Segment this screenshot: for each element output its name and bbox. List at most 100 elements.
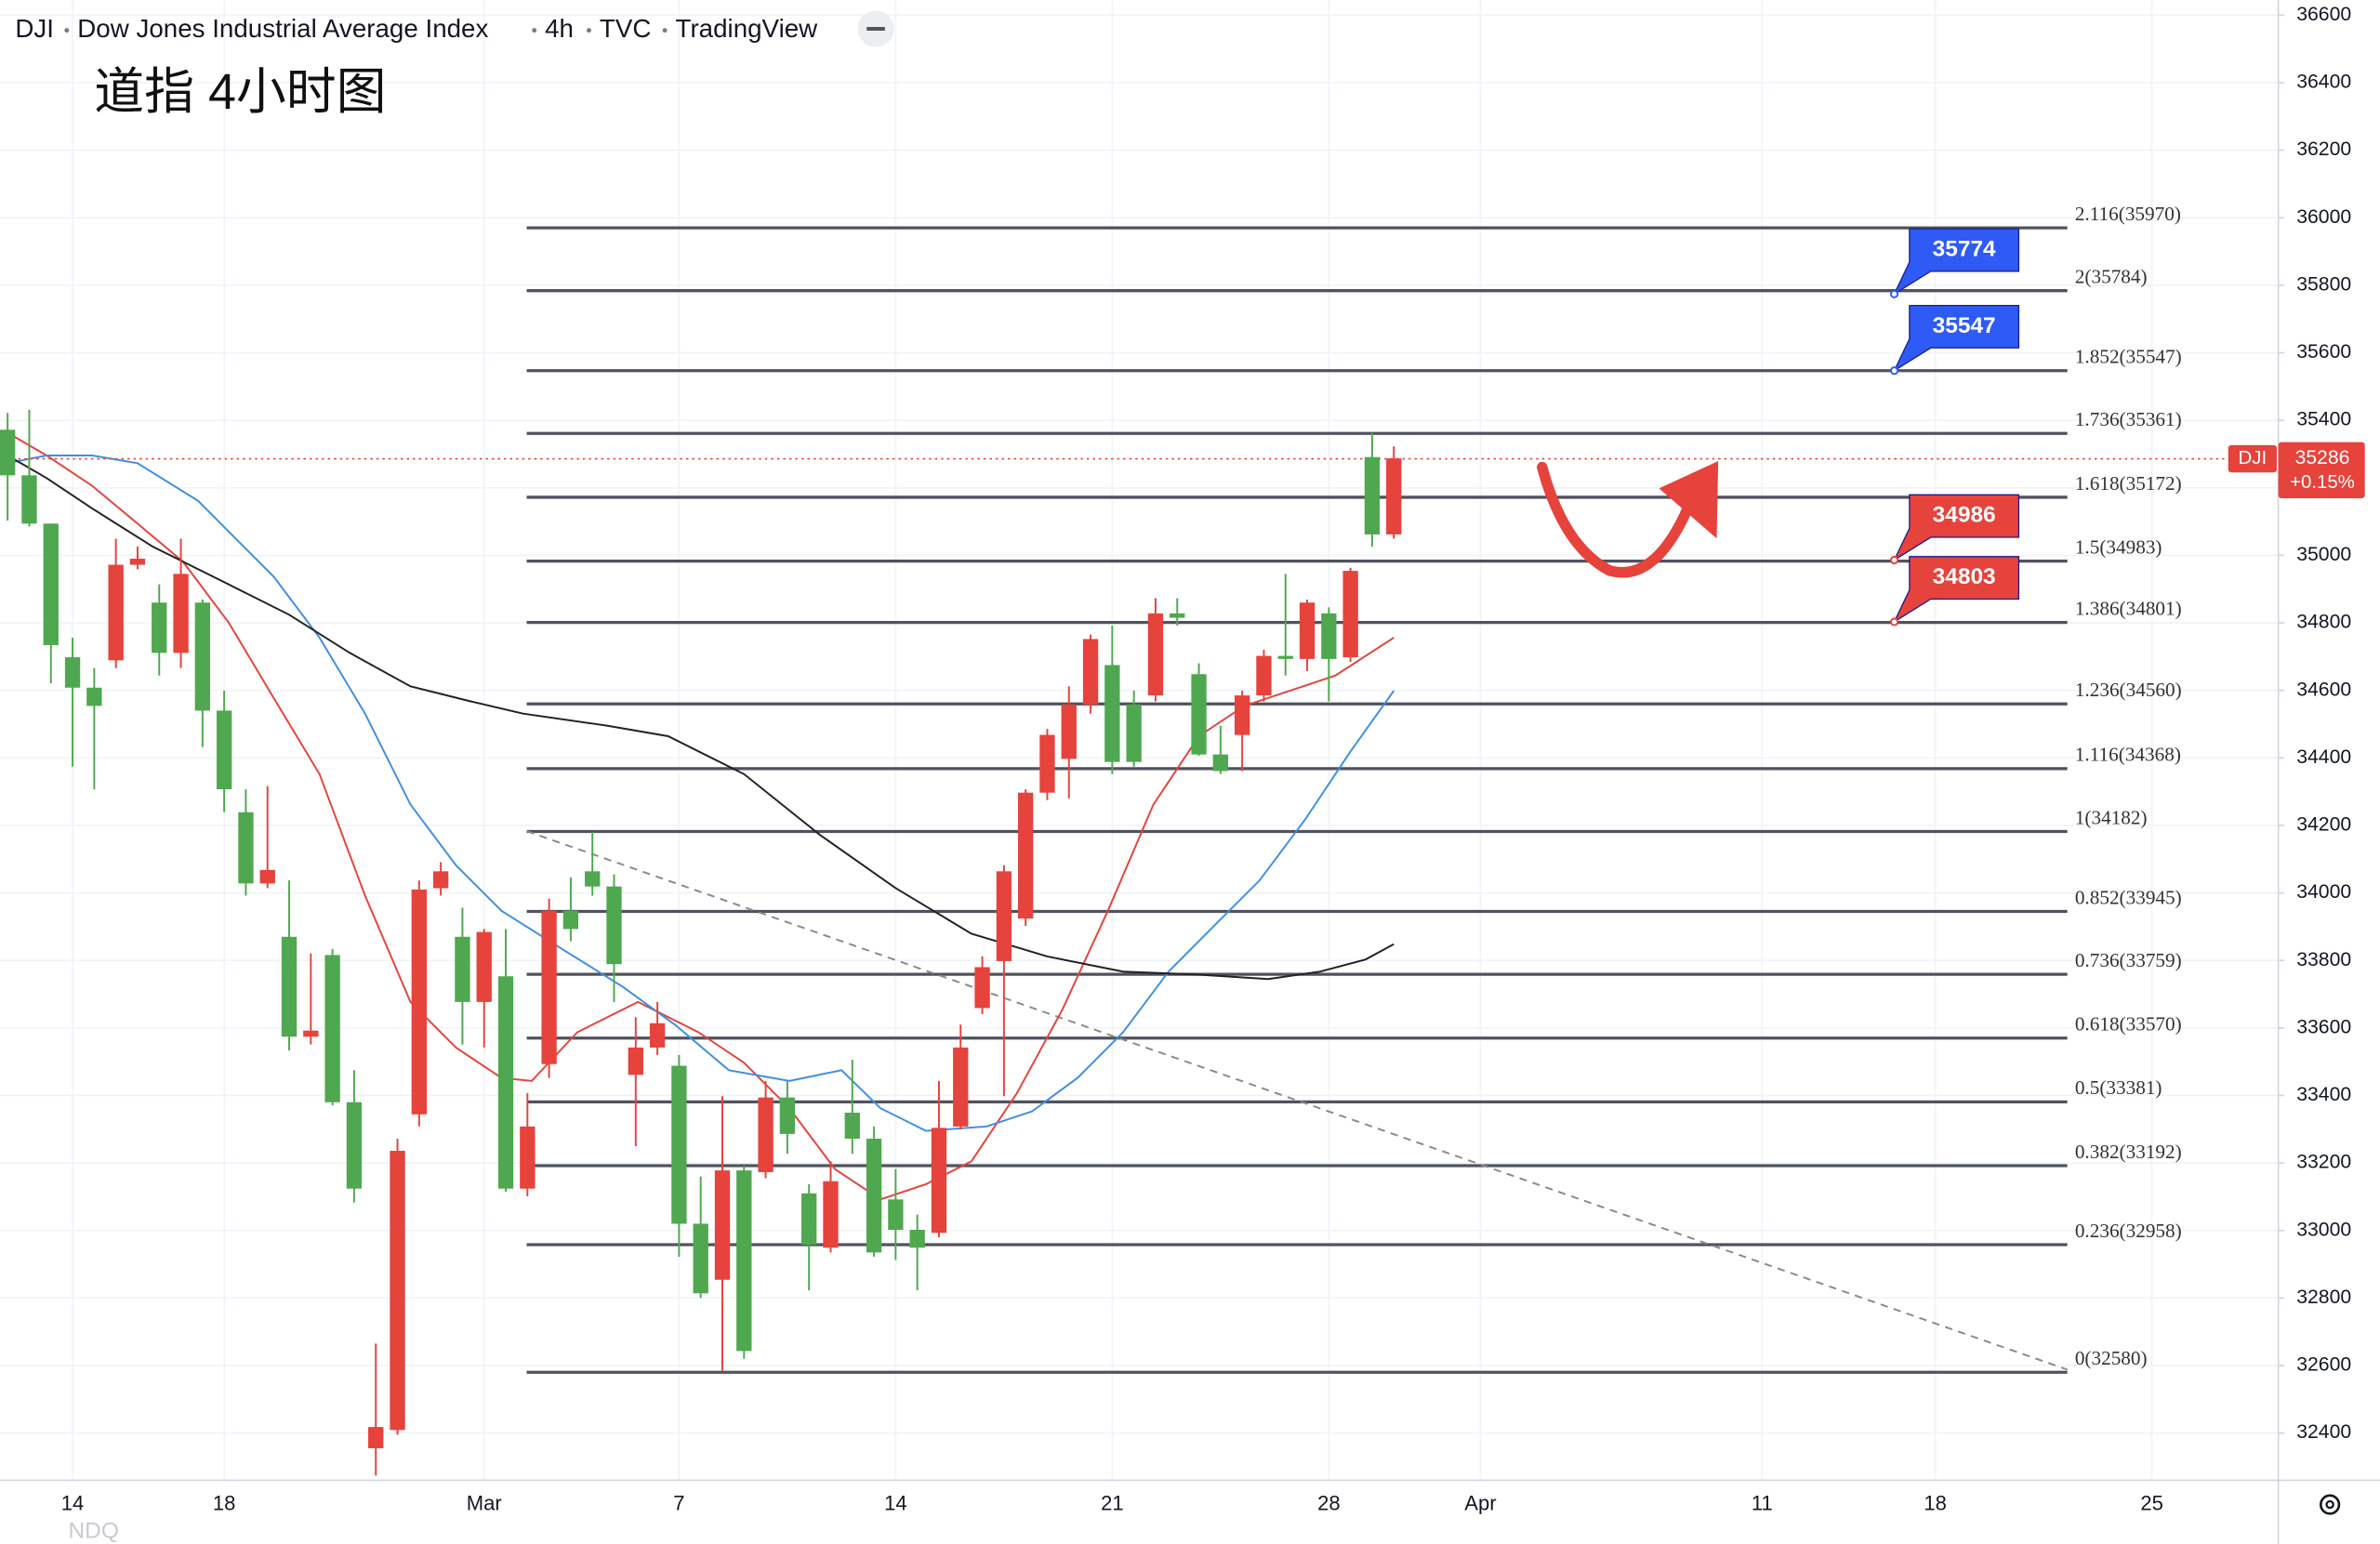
candle-body	[238, 812, 254, 884]
candle-body	[866, 1138, 882, 1253]
y-tick-label: 33800	[2296, 949, 2351, 970]
candle-body	[888, 1199, 904, 1231]
candle-body	[1126, 704, 1142, 762]
candle-body	[129, 559, 146, 565]
candle-body	[1061, 704, 1077, 759]
candle-body	[541, 910, 557, 1064]
candles	[0, 409, 1402, 1476]
candle-body	[1191, 674, 1207, 755]
callout-box	[1892, 228, 2020, 297]
callout-anchor	[1889, 555, 1899, 565]
candle-body	[974, 967, 990, 1009]
y-tick-label: 34600	[2296, 679, 2351, 700]
fib-label: 0.236(32958)	[2075, 1220, 2182, 1242]
candle-body	[43, 523, 59, 646]
separator	[64, 28, 70, 33]
fib-label: 1.852(35547)	[2075, 346, 2182, 368]
fib-label: 2.116(35970)	[2075, 203, 2181, 225]
callout-label: 34803	[1933, 564, 1996, 589]
symbol-name: Dow Jones Industrial Average Index	[77, 14, 488, 43]
candle-body	[1039, 734, 1055, 793]
candle-body	[497, 976, 514, 1189]
candle-body	[303, 1030, 319, 1037]
y-tick-label: 35800	[2296, 273, 2351, 295]
candle-body	[714, 1170, 731, 1280]
last-symbol-box	[2228, 444, 2277, 473]
candle-body	[1018, 792, 1034, 919]
fib-retracement: 2.116(35970) 2(35784) 1.852(35547) 1.736(35…	[526, 203, 2182, 1374]
candle-body	[1256, 655, 1272, 696]
exchange: TVC	[600, 14, 652, 43]
candle-body	[324, 955, 340, 1102]
x-tick-label: 25	[2140, 1491, 2163, 1514]
fib-label: 1.236(34560)	[2075, 679, 2182, 701]
y-tick-label: 35600	[2296, 341, 2351, 363]
y-tick-label: 36000	[2296, 206, 2351, 228]
gear-hub[interactable]	[2325, 1499, 2334, 1510]
symbol: DJI	[15, 14, 54, 43]
fib-label: 1.5(34983)	[2075, 535, 2162, 558]
candle-body	[1364, 456, 1381, 534]
x-tick-label: 14	[61, 1491, 85, 1514]
y-tick-label: 34800	[2296, 612, 2351, 633]
arrow-head	[1659, 461, 1719, 539]
ma-line	[7, 454, 1395, 1132]
candle-body	[562, 910, 579, 930]
candle-body	[1170, 613, 1185, 618]
x-tick-label: 18	[1924, 1491, 1947, 1514]
candle-body	[64, 657, 81, 688]
moving-averages	[0, 431, 2228, 1201]
x-tick-label: 14	[884, 1491, 907, 1514]
last-change: +0.15%	[2290, 472, 2355, 493]
callout-label: 35774	[1933, 236, 1996, 261]
gear[interactable]	[2320, 1494, 2341, 1515]
candle-body	[108, 564, 124, 661]
ma-line	[7, 455, 1395, 981]
compare-symbol: NDQ	[68, 1518, 118, 1543]
candle-body	[931, 1128, 947, 1234]
candle-body	[1386, 458, 1402, 534]
price-callouts: 35774 35547 34986 34803	[1889, 228, 2020, 627]
x-tick-label: 21	[1101, 1491, 1124, 1514]
y-tick-label: 34200	[2296, 814, 2351, 836]
settings-button[interactable]	[2320, 1494, 2341, 1515]
candle-body	[173, 574, 189, 653]
candle-body	[671, 1065, 687, 1224]
x-tick-label: Mar	[467, 1491, 502, 1514]
candle-body	[259, 869, 275, 884]
fib-label: 0.618(33570)	[2075, 1013, 2182, 1036]
y-tick-label: 35000	[2296, 544, 2351, 565]
candle-body	[758, 1097, 774, 1172]
candle-body	[1299, 602, 1316, 659]
candle-body	[844, 1112, 860, 1139]
y-tick-label: 32600	[2296, 1354, 2351, 1376]
y-tick-label: 34000	[2296, 881, 2351, 903]
axes: 32400 32600 32800 33000 33200 33400 33600 33800…	[61, 4, 2365, 1514]
y-tick-label: 36200	[2296, 139, 2351, 160]
y-tick-label: 34400	[2296, 746, 2351, 768]
x-tick-label: 28	[1317, 1491, 1341, 1514]
annotation: 道指 4小时图	[94, 64, 386, 120]
collapse-button[interactable]	[857, 10, 894, 47]
candle-body	[368, 1427, 384, 1448]
candle-body	[1212, 754, 1229, 772]
y-tick-label: 36600	[2296, 4, 2351, 25]
y-tick-label: 33400	[2296, 1084, 2351, 1105]
candle-body	[455, 936, 470, 1002]
fib-label: 2(35784)	[2075, 266, 2148, 288]
candle-body	[476, 931, 492, 1002]
interval: 4h	[545, 14, 574, 43]
separator	[587, 28, 591, 33]
x-tick-label: 11	[1752, 1491, 1773, 1514]
x-tick-label: 18	[213, 1491, 236, 1514]
x-tick-label: 7	[673, 1491, 684, 1514]
candle-body	[909, 1230, 925, 1248]
candle-body	[823, 1181, 839, 1248]
candle-body	[779, 1097, 796, 1134]
fib-label: 1.116(34368)	[2075, 744, 2181, 766]
candle-body	[693, 1223, 708, 1294]
y-tick-label: 32800	[2296, 1287, 2351, 1308]
candle-body	[152, 602, 167, 653]
